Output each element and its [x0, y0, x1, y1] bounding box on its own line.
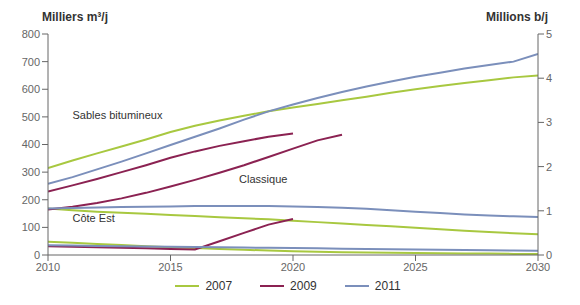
svg-text:700: 700 — [22, 56, 40, 68]
html-text:2009: 2009 — [290, 279, 317, 293]
html-text:2011: 2011 — [374, 279, 401, 293]
svg-text:2030: 2030 — [526, 261, 550, 273]
svg-text:3: 3 — [546, 116, 552, 128]
svg-text:Sables bitumineux: Sables bitumineux — [73, 109, 163, 121]
svg-text:2: 2 — [546, 161, 552, 173]
svg-text:300: 300 — [22, 166, 40, 178]
svg-text:200: 200 — [22, 194, 40, 206]
svg-text:2025: 2025 — [403, 261, 427, 273]
svg-text:0: 0 — [546, 249, 552, 261]
svg-text:400: 400 — [22, 138, 40, 150]
html-text:Millions b/j: Millions b/j — [486, 10, 548, 24]
svg-text:2015: 2015 — [158, 261, 182, 273]
svg-text:4: 4 — [546, 72, 552, 84]
svg-text:500: 500 — [22, 111, 40, 123]
svg-text:Côte Est: Côte Est — [73, 212, 115, 224]
svg-text:5: 5 — [546, 28, 552, 40]
html-text:2007: 2007 — [205, 279, 233, 293]
svg-text:600: 600 — [22, 83, 40, 95]
svg-text:1: 1 — [546, 205, 552, 217]
svg-text:Classique: Classique — [239, 173, 287, 185]
svg-text:100: 100 — [22, 221, 40, 233]
html-text:Milliers m³/j: Milliers m³/j — [42, 10, 108, 24]
svg-text:0: 0 — [34, 249, 40, 261]
svg-text:2010: 2010 — [36, 261, 60, 273]
svg-text:2020: 2020 — [281, 261, 305, 273]
svg-text:800: 800 — [22, 28, 40, 40]
